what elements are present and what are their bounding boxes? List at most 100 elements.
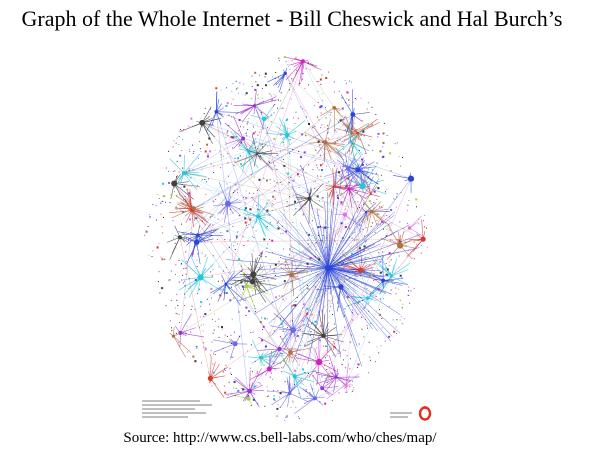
- map-link: [260, 357, 277, 371]
- map-node: [276, 407, 279, 410]
- map-link: [325, 185, 334, 187]
- map-node: [263, 280, 265, 282]
- hub-link: [327, 161, 345, 269]
- map-node: [344, 315, 345, 317]
- map-node: [305, 390, 307, 392]
- hub-link: [327, 261, 351, 269]
- map-node: [346, 91, 347, 93]
- map-node: [277, 315, 279, 317]
- map-node: [282, 225, 284, 227]
- map-link: [365, 202, 377, 213]
- map-link: [348, 188, 369, 194]
- map-node: [249, 378, 251, 380]
- hub-link: [327, 267, 386, 293]
- map-node: [337, 197, 340, 199]
- map-node: [352, 101, 354, 103]
- map-node: [372, 222, 374, 224]
- map-link: [254, 91, 257, 106]
- map-node: [227, 394, 229, 396]
- map-cluster-node: [369, 193, 372, 196]
- map-node: [190, 177, 192, 179]
- map-node: [295, 111, 297, 113]
- map-backbone-link: [225, 61, 304, 285]
- map-node: [336, 373, 338, 375]
- map-node: [148, 214, 150, 216]
- map-node: [279, 392, 282, 395]
- map-link: [253, 153, 258, 167]
- map-node: [309, 335, 311, 337]
- map-node: [271, 162, 272, 164]
- map-backbone-link: [287, 134, 316, 399]
- map-node: [286, 415, 288, 417]
- map-node: [285, 416, 287, 418]
- map-link: [176, 172, 185, 185]
- map-backbone-link: [290, 211, 372, 353]
- map-node: [377, 187, 380, 190]
- map-node: [379, 298, 381, 300]
- map-node: [352, 143, 354, 145]
- map-node: [152, 204, 154, 206]
- map-node: [250, 404, 252, 406]
- map-cluster-node: [332, 185, 336, 189]
- map-node: [335, 261, 338, 264]
- map-link: [267, 390, 290, 394]
- map-node: [222, 155, 224, 157]
- map-node: [395, 293, 397, 295]
- map-node: [257, 208, 258, 210]
- map-node: [215, 354, 216, 355]
- map-node: [193, 151, 195, 153]
- map-node: [304, 345, 306, 347]
- map-node: [303, 213, 305, 215]
- map-node: [310, 63, 312, 65]
- map-node: [299, 329, 301, 330]
- map-node: [240, 126, 241, 128]
- map-node: [169, 279, 171, 281]
- map-node: [376, 213, 378, 215]
- map-node: [395, 287, 397, 289]
- map-node: [186, 237, 187, 239]
- map-link: [345, 114, 354, 135]
- map-node: [175, 333, 177, 335]
- map-link: [216, 99, 220, 112]
- map-node: [281, 353, 283, 355]
- map-node: [228, 272, 230, 274]
- map-node: [261, 113, 263, 115]
- hub-link: [257, 267, 329, 270]
- map-node: [274, 399, 276, 401]
- map-backbone-link: [289, 211, 372, 394]
- map-node: [319, 144, 321, 146]
- map-node: [395, 326, 397, 328]
- map-node: [273, 94, 275, 96]
- map-node: [344, 350, 346, 351]
- map-node: [346, 98, 348, 100]
- map-node: [235, 235, 238, 238]
- map-node: [168, 181, 171, 184]
- map-node: [171, 327, 172, 329]
- map-node: [345, 82, 347, 84]
- hub-link: [270, 267, 329, 361]
- map-node: [304, 110, 306, 112]
- map-node: [225, 136, 227, 138]
- map-link: [233, 138, 244, 149]
- map-node: [342, 119, 344, 121]
- map-node: [413, 241, 415, 243]
- hub-link: [327, 267, 358, 347]
- map-backbone-link: [256, 61, 304, 154]
- map-node: [343, 274, 345, 276]
- map-link: [317, 142, 326, 155]
- map-node: [245, 190, 247, 192]
- map-node: [258, 209, 260, 211]
- map-cluster-node: [389, 274, 393, 278]
- map-node: [181, 279, 183, 281]
- map-node: [402, 303, 404, 305]
- map-node: [220, 154, 222, 156]
- map-node: [233, 164, 235, 166]
- map-node: [190, 117, 193, 120]
- map-node: [371, 106, 373, 108]
- map-link: [347, 166, 372, 170]
- map-node: [220, 113, 222, 115]
- map-node: [211, 275, 213, 277]
- map-link: [362, 179, 385, 187]
- map-node: [355, 184, 357, 186]
- map-node: [338, 392, 340, 394]
